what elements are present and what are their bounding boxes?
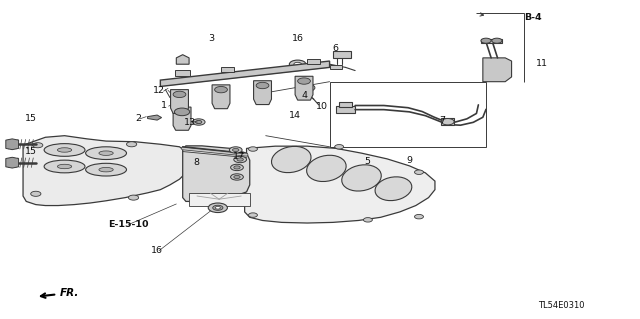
Ellipse shape (86, 163, 127, 176)
Text: 4: 4 (301, 92, 308, 100)
Ellipse shape (271, 146, 311, 173)
Text: FR.: FR. (41, 288, 79, 298)
Polygon shape (6, 157, 19, 168)
Circle shape (234, 156, 246, 163)
Text: 14: 14 (289, 111, 300, 120)
Circle shape (442, 119, 454, 125)
Polygon shape (212, 85, 230, 109)
Circle shape (195, 121, 202, 123)
Text: 6: 6 (332, 44, 339, 53)
Circle shape (33, 143, 43, 148)
Polygon shape (161, 61, 330, 86)
Circle shape (234, 166, 240, 169)
Ellipse shape (44, 144, 85, 156)
Text: E-15-10: E-15-10 (108, 220, 148, 229)
Text: 2: 2 (135, 114, 141, 123)
Circle shape (289, 60, 306, 68)
Circle shape (173, 91, 186, 98)
Circle shape (174, 108, 189, 116)
Ellipse shape (44, 160, 85, 173)
Ellipse shape (99, 167, 113, 172)
Circle shape (303, 86, 311, 90)
Ellipse shape (58, 164, 72, 169)
Circle shape (364, 218, 372, 222)
Text: 11: 11 (536, 59, 548, 68)
Polygon shape (189, 193, 250, 205)
Circle shape (300, 84, 315, 92)
Text: 3: 3 (209, 34, 214, 43)
Circle shape (214, 86, 227, 93)
Text: 9: 9 (406, 156, 412, 165)
Circle shape (415, 170, 424, 174)
Circle shape (212, 205, 223, 210)
Circle shape (248, 213, 257, 217)
Text: 12: 12 (152, 86, 164, 95)
Circle shape (492, 38, 502, 43)
Polygon shape (481, 39, 502, 43)
Text: 15: 15 (26, 147, 37, 156)
Text: B-4: B-4 (524, 13, 541, 22)
Circle shape (335, 145, 344, 149)
Circle shape (415, 214, 424, 219)
Polygon shape (295, 76, 313, 100)
Polygon shape (336, 106, 355, 114)
Text: 16: 16 (151, 246, 163, 255)
Polygon shape (339, 102, 352, 107)
Ellipse shape (58, 148, 72, 152)
Circle shape (481, 38, 491, 43)
Text: 5: 5 (364, 157, 371, 166)
Circle shape (294, 62, 301, 66)
Circle shape (248, 147, 257, 151)
Text: TL54E0310: TL54E0310 (538, 301, 585, 310)
Ellipse shape (342, 165, 381, 191)
Polygon shape (173, 107, 191, 130)
Text: 1: 1 (161, 101, 167, 110)
Text: 10: 10 (316, 102, 328, 111)
Polygon shape (182, 146, 250, 201)
Polygon shape (171, 90, 188, 114)
Circle shape (129, 195, 139, 200)
Circle shape (229, 147, 242, 153)
Text: 17: 17 (233, 152, 245, 161)
Circle shape (256, 82, 269, 89)
Polygon shape (6, 139, 19, 150)
Circle shape (215, 206, 220, 209)
Polygon shape (253, 81, 271, 105)
Text: 15: 15 (26, 114, 37, 123)
Polygon shape (175, 70, 190, 76)
Text: 7: 7 (440, 116, 445, 125)
Polygon shape (221, 67, 234, 72)
Ellipse shape (375, 177, 412, 201)
Polygon shape (23, 136, 189, 205)
Text: 16: 16 (292, 34, 303, 43)
Circle shape (298, 78, 310, 84)
Ellipse shape (86, 147, 127, 160)
Circle shape (127, 142, 137, 147)
Circle shape (31, 191, 41, 196)
Text: 13: 13 (184, 118, 196, 127)
Polygon shape (176, 55, 189, 64)
Circle shape (230, 174, 243, 180)
Polygon shape (330, 65, 342, 69)
Circle shape (237, 158, 243, 161)
Polygon shape (442, 118, 454, 125)
Polygon shape (148, 115, 162, 120)
Ellipse shape (99, 151, 113, 155)
Circle shape (232, 148, 239, 152)
Circle shape (234, 175, 240, 179)
Polygon shape (307, 59, 320, 64)
Polygon shape (333, 51, 351, 58)
Ellipse shape (307, 155, 346, 182)
Circle shape (192, 119, 205, 125)
Text: 8: 8 (194, 158, 200, 167)
Circle shape (230, 164, 243, 171)
Polygon shape (483, 58, 511, 82)
Circle shape (208, 203, 227, 212)
Polygon shape (244, 146, 435, 223)
